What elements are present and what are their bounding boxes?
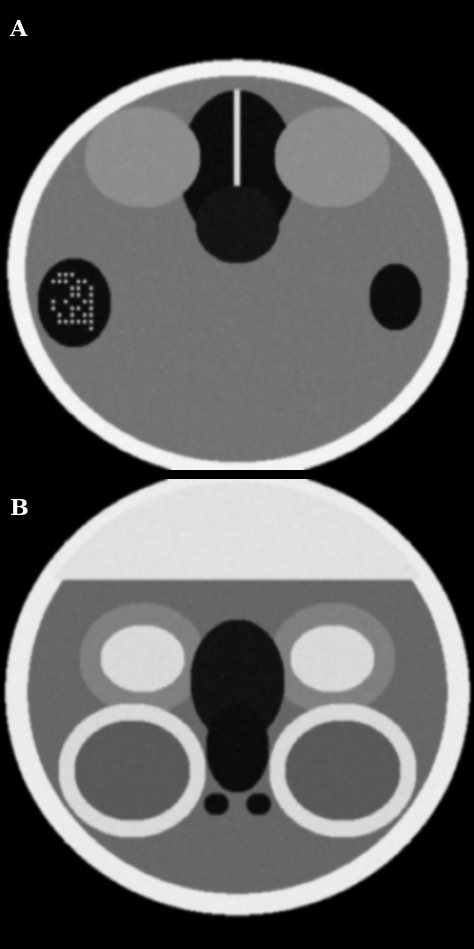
Text: A: A <box>9 19 27 41</box>
Text: B: B <box>9 498 28 520</box>
